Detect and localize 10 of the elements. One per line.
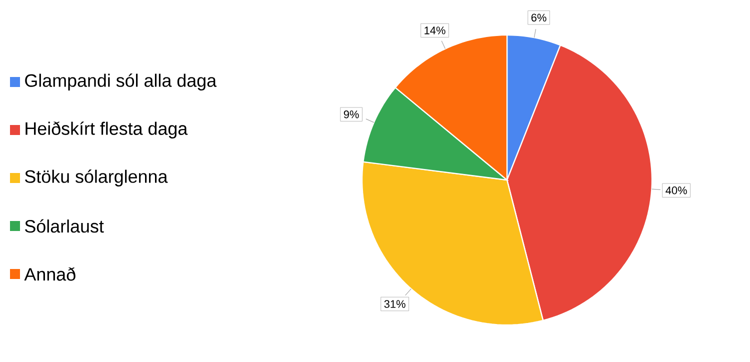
legend-label: Glampandi sól alla daga	[25, 74, 217, 90]
legend-label: Sólarlaust	[25, 219, 104, 233]
data-label: 9%	[344, 110, 359, 118]
data-label: 40%	[666, 186, 687, 194]
legend-label: Stöku sólarglenna	[25, 170, 168, 186]
legend-label: Heiðskírt flesta daga	[26, 122, 188, 138]
data-label: 31%	[384, 300, 406, 308]
data-label: 14%	[424, 26, 446, 34]
legend-label: Annað	[24, 267, 76, 281]
data-label: 6%	[531, 14, 546, 22]
